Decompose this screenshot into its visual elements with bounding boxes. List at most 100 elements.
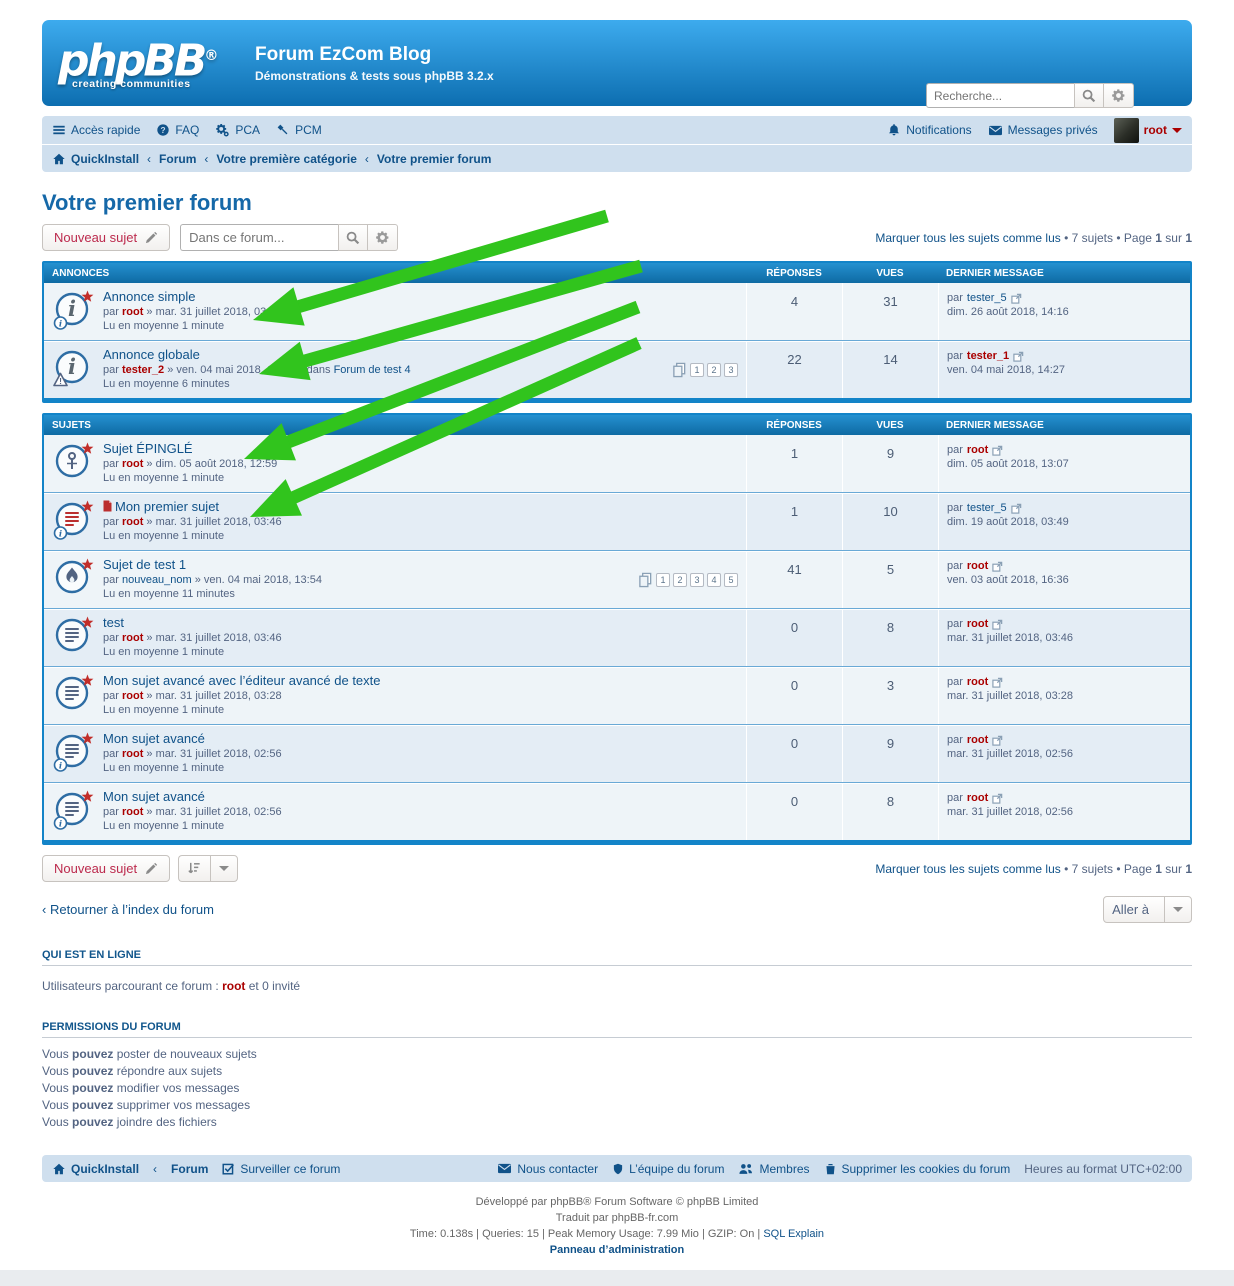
topic-page-link[interactable]: 1 (690, 362, 704, 377)
goto-last-post-icon[interactable] (992, 561, 1003, 572)
topic-page-link[interactable]: 2 (673, 572, 687, 587)
new-topic-button[interactable]: Nouveau sujet (42, 855, 171, 882)
topic-author-link[interactable]: root (121, 632, 144, 644)
topic-author-link[interactable]: root (121, 458, 144, 470)
topic-forum-link[interactable]: Forum de test 4 (333, 364, 411, 376)
breadcrumb-home[interactable]: QuickInstall (52, 152, 139, 166)
gear-icon (1111, 88, 1126, 103)
topic-page-link[interactable]: 5 (724, 572, 738, 587)
topic-icon-pin (52, 440, 96, 487)
topic-byline: par root » mar. 31 juillet 2018, 03:46 (103, 632, 282, 644)
section-header: ANNONCES RÉPONSES VUES DERNIER MESSAGE (44, 263, 1190, 283)
site-title[interactable]: Forum EzCom Blog (255, 44, 432, 65)
forum-search (180, 224, 399, 251)
logo-tagline: creating communities (72, 77, 191, 90)
topic-page-link[interactable]: 3 (724, 362, 738, 377)
topic-page-link[interactable]: 4 (707, 572, 721, 587)
quick-links-menu[interactable]: Accès rapide (52, 123, 140, 137)
topic-title-link[interactable]: test (103, 615, 124, 630)
mcp-link[interactable]: PCM (276, 123, 322, 137)
topic-icon-lines: i (52, 730, 96, 777)
forum-search-button[interactable] (338, 224, 369, 251)
topic-page-link[interactable]: 2 (707, 362, 721, 377)
topic-title-link[interactable]: Annonce simple (103, 289, 196, 304)
topic-author-link[interactable]: nouveau_nom (121, 574, 192, 586)
delete-cookies-link[interactable]: Supprimer les cookies du forum (824, 1162, 1010, 1176)
permission-line: Vous pouvez modifier vos messages (42, 1081, 240, 1095)
mark-read-link[interactable]: Marquer tous les sujets comme lus (875, 230, 1061, 245)
members-link[interactable]: Membres (738, 1162, 810, 1176)
topic-title-link[interactable]: Sujet de test 1 (103, 557, 187, 572)
last-post-author-link[interactable]: root (966, 676, 989, 688)
goto-last-post-icon[interactable] (992, 619, 1003, 630)
sql-explain-link[interactable]: SQL Explain (763, 1228, 825, 1240)
topic-replies-count: 0 (746, 783, 842, 840)
breadcrumb-current-forum[interactable]: Votre premier forum (376, 151, 492, 166)
admin-panel-link[interactable]: Panneau d’administration (549, 1244, 685, 1256)
forum-search-input[interactable] (180, 224, 339, 251)
topic-title-link[interactable]: Sujet ÉPINGLÉ (103, 441, 193, 456)
team-link[interactable]: L’équipe du forum (612, 1162, 724, 1176)
mark-read-link[interactable]: Marquer tous les sujets comme lus (875, 861, 1061, 876)
forum-search-settings-button[interactable] (368, 224, 399, 251)
breadcrumb-category[interactable]: Votre première catégorie (216, 151, 357, 166)
goto-last-post-icon[interactable] (1013, 351, 1024, 362)
topic-author-link[interactable]: root (121, 516, 144, 528)
search-button[interactable] (1074, 83, 1104, 108)
search-settings-button[interactable] (1104, 83, 1134, 108)
footer-forum-link[interactable]: Forum (171, 1161, 209, 1176)
topic-author-link[interactable]: root (121, 306, 144, 318)
back-to-index-link[interactable]: ‹ Retourner à l’index du forum (42, 902, 214, 917)
contact-link[interactable]: Nous contacter (497, 1162, 598, 1176)
last-post-author-link[interactable]: tester_5 (966, 292, 1007, 304)
topic-title-link[interactable]: Annonce globale (103, 347, 200, 362)
topic-icon-lines-red: i (52, 498, 96, 545)
last-post-author-link[interactable]: tester_5 (966, 502, 1007, 514)
topic-author-link[interactable]: root (121, 690, 144, 702)
last-post-author-link[interactable]: root (966, 792, 989, 804)
topic-title-link[interactable]: Mon sujet avancé (103, 731, 205, 746)
topic-page-link[interactable]: 3 (690, 572, 704, 587)
topic-title-link[interactable]: Mon premier sujet (115, 499, 220, 514)
goto-last-post-icon[interactable] (1010, 293, 1022, 304)
header-search (926, 83, 1134, 108)
jump-to-dropdown[interactable]: Aller à (1103, 896, 1192, 923)
topic-author-link[interactable]: root (121, 748, 144, 760)
faq-link[interactable]: ? FAQ (156, 123, 199, 137)
user-menu[interactable]: root (1113, 117, 1182, 143)
watch-forum-link[interactable]: Surveiller ce forum (222, 1162, 340, 1176)
phpbb-logo[interactable]: phpBB® creating communities (58, 36, 233, 90)
topic-title-link[interactable]: Mon sujet avancé avec l’éditeur avancé d… (103, 673, 381, 688)
sort-button[interactable] (178, 855, 211, 882)
topic-last-message: par root ven. 03 août 2018, 16:36 (938, 551, 1190, 608)
last-post-author-link[interactable]: root (966, 618, 989, 630)
sort-dropdown-toggle[interactable] (210, 855, 239, 882)
topic-views-count: 5 (842, 551, 938, 608)
chevron-down-icon (1172, 127, 1182, 133)
private-messages-link[interactable]: Messages privés (988, 123, 1098, 137)
topic-title-link[interactable]: Mon sujet avancé (103, 789, 205, 804)
footer-home-link[interactable]: QuickInstall (52, 1162, 139, 1176)
column-views: VUES (876, 419, 904, 431)
envelope-icon (988, 124, 1003, 137)
topic-author-link[interactable]: root (121, 806, 144, 818)
notifications-link[interactable]: Notifications (887, 123, 972, 137)
goto-last-post-icon[interactable] (1010, 503, 1022, 514)
column-views: VUES (876, 267, 904, 279)
svg-text:i: i (59, 761, 62, 771)
goto-last-post-icon[interactable] (992, 445, 1003, 456)
search-input[interactable] (926, 83, 1074, 108)
last-post-author-link[interactable]: tester_1 (966, 350, 1010, 362)
acp-link[interactable]: PCA (215, 123, 260, 138)
topic-author-link[interactable]: tester_2 (121, 364, 165, 376)
goto-last-post-icon[interactable] (992, 677, 1003, 688)
last-post-author-link[interactable]: root (966, 444, 989, 456)
topic-page-link[interactable]: 1 (656, 572, 670, 587)
goto-last-post-icon[interactable] (992, 735, 1003, 746)
new-topic-button[interactable]: Nouveau sujet (42, 224, 171, 251)
online-user-link[interactable]: root (222, 979, 246, 993)
last-post-author-link[interactable]: root (966, 734, 989, 746)
last-post-author-link[interactable]: root (966, 560, 989, 572)
goto-last-post-icon[interactable] (992, 793, 1003, 804)
breadcrumb-forum[interactable]: Forum (159, 151, 197, 166)
